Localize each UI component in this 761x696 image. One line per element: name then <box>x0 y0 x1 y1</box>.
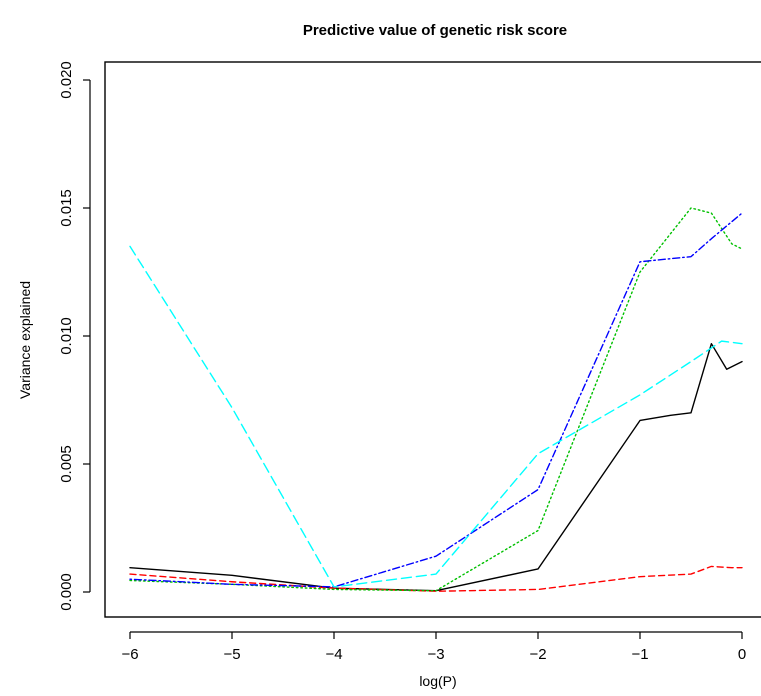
x-tick-label: −3 <box>427 646 444 663</box>
y-axis-title: Variance explained <box>17 281 33 399</box>
y-tick-label: 0.010 <box>58 317 75 355</box>
chart-title: Predictive value of genetic risk score <box>303 22 567 39</box>
series-line-4 <box>129 212 743 588</box>
y-tick-label: 0.020 <box>58 61 75 99</box>
series-line-5 <box>129 245 743 588</box>
x-axis-title: log(P) <box>419 673 456 689</box>
x-tick-label: 0 <box>738 646 746 663</box>
series-line-2 <box>129 565 743 592</box>
y-tick-label: 0.015 <box>58 189 75 227</box>
x-tick-label: −2 <box>529 646 546 663</box>
x-tick-label: −1 <box>631 646 648 663</box>
series-line-1 <box>129 342 743 592</box>
series-layer <box>129 207 743 592</box>
x-tick-label: −4 <box>325 646 342 663</box>
plot-frame <box>104 61 761 618</box>
series-line-3 <box>129 207 743 592</box>
x-axis: −6 −5 −4 −3 −2 −1 0 <box>121 631 746 663</box>
y-tick-label: 0.000 <box>58 573 75 611</box>
y-axis: 0.000 0.005 0.010 0.015 0.020 <box>58 61 91 611</box>
x-tick-label: −6 <box>121 646 138 663</box>
y-tick-label: 0.005 <box>58 445 75 483</box>
x-tick-label: −5 <box>223 646 240 663</box>
